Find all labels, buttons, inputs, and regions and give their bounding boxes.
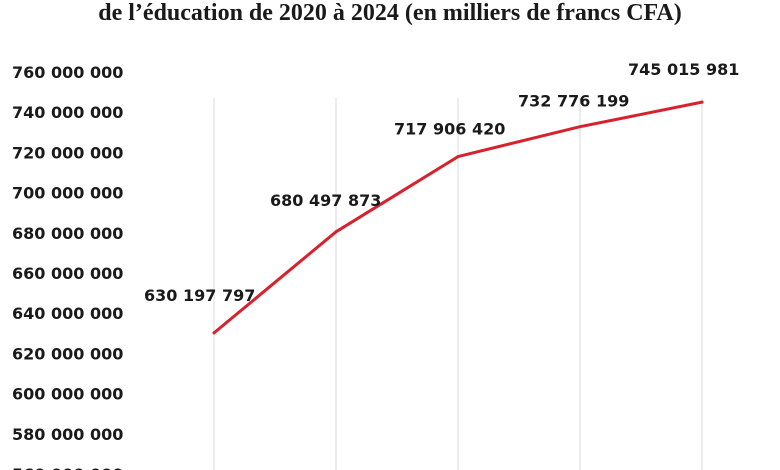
- y-tick-label: 700 000 000: [12, 184, 123, 203]
- data-point-2021: [334, 230, 338, 234]
- data-label-2022: 717 906 420: [394, 120, 505, 139]
- y-tick-label: 740 000 000: [12, 103, 123, 122]
- data-label-2020: 630 197 797: [144, 286, 255, 305]
- data-point-2023: [578, 125, 582, 129]
- data-labels: 630 197 797 680 497 873 717 906 420 732 776…: [144, 60, 739, 305]
- y-tick-label: 720 000 000: [12, 143, 123, 162]
- y-axis-tick-labels: 760 000 000 740 000 000 720 000 000 700 000…: [12, 63, 123, 470]
- y-tick-label: 620 000 000: [12, 344, 123, 363]
- y-tick-label: 660 000 000: [12, 264, 123, 283]
- grid-lines: [213, 98, 703, 470]
- data-label-2023: 732 776 199: [518, 92, 629, 111]
- y-tick-label: 640 000 000: [12, 304, 123, 323]
- series-line-group: [212, 100, 704, 335]
- data-label-2021: 680 497 873: [270, 191, 381, 210]
- y-tick-label: 600 000 000: [12, 385, 123, 404]
- data-point-2024: [700, 100, 704, 104]
- y-tick-label: 580 000 000: [12, 425, 123, 444]
- y-tick-label: 680 000 000: [12, 224, 123, 243]
- data-label-2024: 745 015 981: [628, 60, 739, 79]
- data-point-2022: [456, 155, 460, 159]
- y-tick-label: 760 000 000: [12, 63, 123, 82]
- y-tick-label: 560 000 000: [12, 465, 123, 470]
- chart-title: de l’éducation de 2020 à 2024 (en millie…: [98, 0, 682, 26]
- data-point-2020: [212, 331, 216, 335]
